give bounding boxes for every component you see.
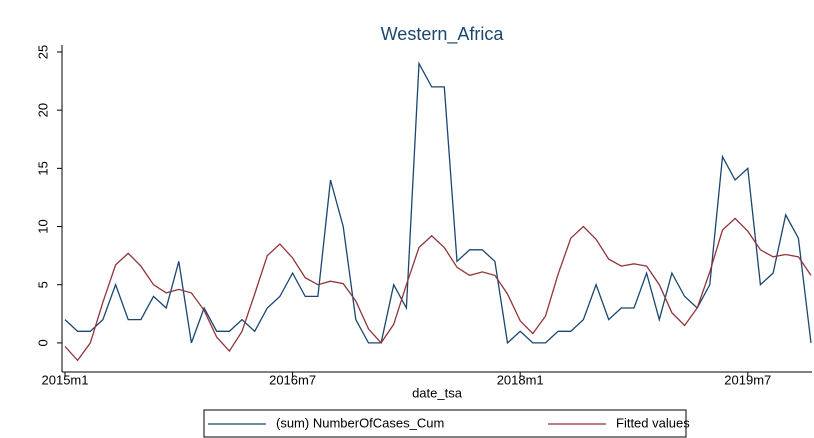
y-tick-label: 20 [35, 103, 50, 117]
x-tick-label: 2015m1 [42, 372, 89, 387]
legend-label: Fitted values [616, 415, 690, 430]
x-tick-label: 2016m7 [269, 372, 316, 387]
x-tick-label: 2018m1 [497, 372, 544, 387]
series-line [64, 217, 812, 362]
y-tick-label: 5 [35, 281, 50, 288]
x-axis-title: date_tsa [412, 385, 463, 400]
chart-title: Western_Africa [381, 24, 505, 45]
x-tick-label: 2019m7 [724, 372, 771, 387]
series-line [64, 61, 812, 345]
y-tick-label: 10 [35, 219, 50, 233]
y-tick-label: 0 [35, 339, 50, 346]
legend-box [203, 409, 687, 438]
y-tick-label: 15 [35, 161, 50, 175]
y-tick-label: 25 [35, 45, 50, 59]
legend-label: (sum) NumberOfCases_Cum [276, 415, 444, 430]
